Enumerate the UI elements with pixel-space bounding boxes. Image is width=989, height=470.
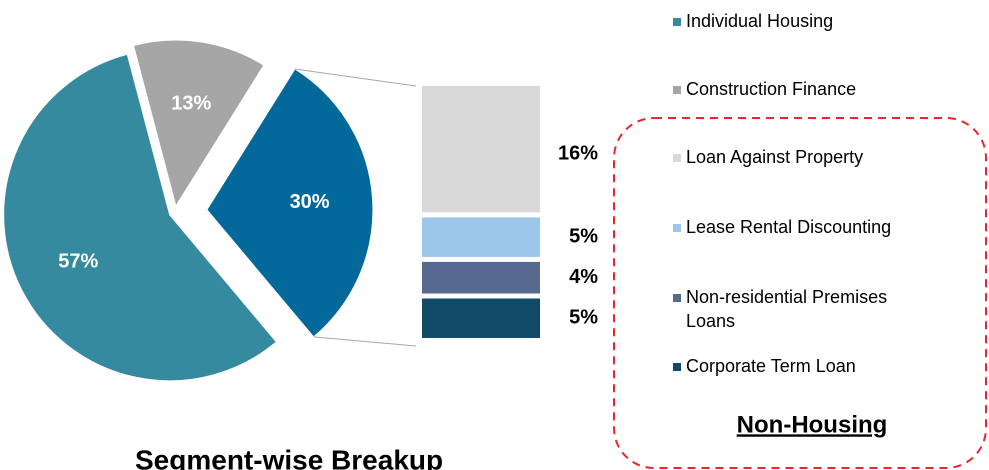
legend-swatch (673, 154, 681, 162)
pie-slice (206, 68, 374, 338)
pie-slice (3, 53, 278, 382)
bar-segment (422, 86, 540, 213)
bar-label: 5% (569, 307, 598, 329)
bar-label: 4% (569, 266, 598, 288)
legend-label: Loans (686, 311, 735, 331)
legend-label: Construction Finance (686, 79, 856, 99)
connector (294, 68, 417, 87)
legend-swatch (673, 86, 681, 94)
footer: Segment-wise Breakup (135, 444, 443, 470)
legend-swatch (673, 363, 681, 371)
group-label: Non-Housing (737, 411, 888, 438)
legend-label: Individual Housing (686, 11, 833, 31)
legend-label: Loan Against Property (686, 147, 863, 167)
pie-label: 13% (171, 93, 211, 115)
bar-label: 16% (558, 142, 598, 164)
legend-swatch (673, 224, 681, 232)
bar-label: 5% (569, 225, 598, 247)
pie-slice (132, 39, 265, 208)
bar-segment (422, 298, 540, 338)
connector (313, 336, 417, 347)
bar-segment (422, 261, 540, 294)
legend-label: Corporate Term Loan (686, 356, 856, 376)
bar-segment (422, 217, 540, 257)
pie-label: 57% (58, 250, 98, 272)
legend-label: Non-residential Premises (686, 287, 887, 307)
legend-swatch (673, 18, 681, 26)
group-frame (613, 117, 987, 469)
legend-swatch (673, 294, 681, 302)
legend-label: Non-residential Premises Loans (686, 287, 887, 331)
pie-label: 30% (290, 191, 330, 213)
legend-label: Lease Rental Discounting (686, 217, 891, 237)
